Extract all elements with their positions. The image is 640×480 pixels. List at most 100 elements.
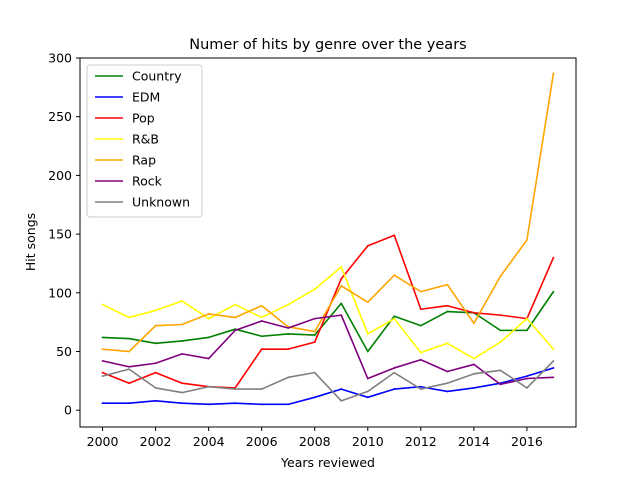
data-point-pop-2013 — [446, 304, 449, 307]
series-randb — [101, 266, 555, 360]
data-point-unknown-2004 — [207, 385, 210, 388]
x-tick-label-2002: 2002 — [140, 434, 172, 449]
data-point-rock-2007 — [287, 327, 290, 329]
series-line-randb — [102, 266, 555, 360]
data-point-randb-2004 — [207, 317, 210, 320]
data-point-unknown-2007 — [287, 376, 290, 379]
chart-title: Numer of hits by genre over the years — [189, 37, 466, 53]
data-point-rap-2017 — [552, 72, 555, 75]
y-tick-label-0: 0 — [64, 403, 72, 418]
data-point-unknown-2012 — [419, 388, 422, 390]
x-tick-label-2010: 2010 — [352, 434, 384, 449]
data-point-country-2012 — [419, 324, 422, 327]
data-point-rap-2016 — [526, 239, 528, 241]
data-point-pop-2002 — [154, 371, 157, 374]
data-point-rap-2010 — [366, 301, 369, 304]
data-point-country-2003 — [181, 340, 184, 342]
series-layer — [101, 72, 555, 406]
data-point-pop-2006 — [260, 348, 263, 351]
data-point-pop-2011 — [393, 234, 396, 237]
y-tick-label-50: 50 — [56, 344, 72, 359]
data-point-unknown-2014 — [472, 372, 475, 375]
data-point-rock-2010 — [366, 377, 369, 380]
data-point-edm-2009 — [340, 388, 343, 390]
data-point-rock-2014 — [472, 363, 475, 366]
data-point-country-2007 — [287, 333, 290, 335]
data-point-randb-2002 — [154, 309, 157, 312]
series-rock — [101, 314, 555, 386]
data-point-unknown-2008 — [313, 371, 316, 374]
y-tick-label-300: 300 — [48, 51, 72, 66]
data-point-edm-2014 — [472, 387, 475, 389]
data-point-rap-2014 — [472, 322, 475, 325]
data-point-rock-2017 — [552, 376, 555, 379]
data-point-edm-2004 — [207, 403, 210, 406]
data-point-pop-2001 — [128, 382, 130, 385]
data-point-unknown-2016 — [526, 387, 528, 389]
data-point-edm-2016 — [526, 375, 528, 378]
data-point-country-2009 — [340, 302, 343, 305]
data-point-rock-2008 — [313, 317, 316, 320]
legend-items: Country EDM Pop R&B Rap Rock Unknown — [95, 69, 190, 210]
x-tick-label-2000: 2000 — [87, 434, 119, 449]
data-point-country-2006 — [260, 335, 263, 338]
data-point-pop-2014 — [472, 311, 475, 314]
data-point-pop-2012 — [419, 308, 422, 311]
data-point-unknown-2009 — [340, 399, 343, 402]
y-axis-ticks: 0 50 100 150 200 250 300 — [48, 51, 80, 418]
plot-area-frame — [79, 57, 577, 428]
data-point-edm-2001 — [128, 402, 130, 405]
data-point-pop-2017 — [552, 256, 555, 259]
legend-label-unknown: Unknown — [132, 195, 190, 210]
data-point-randb-2003 — [181, 300, 184, 302]
data-point-pop-2015 — [499, 314, 502, 317]
x-tick-label-2012: 2012 — [405, 434, 437, 449]
x-tick-label-2016: 2016 — [511, 434, 543, 449]
data-point-edm-2010 — [366, 396, 369, 399]
legend: Country EDM Pop R&B Rap Rock Unknown — [86, 64, 203, 218]
data-point-country-2008 — [313, 334, 316, 336]
data-point-edm-2002 — [154, 399, 157, 402]
data-point-unknown-2002 — [154, 387, 157, 389]
y-tick-label-200: 200 — [48, 168, 72, 183]
data-point-unknown-2017 — [552, 360, 555, 362]
y-tick-label-150: 150 — [48, 227, 72, 242]
data-point-edm-2000 — [101, 402, 104, 405]
series-line-rap — [102, 73, 555, 353]
data-point-pop-2008 — [313, 341, 316, 344]
data-point-rap-2002 — [154, 324, 157, 327]
legend-box — [86, 64, 203, 218]
data-point-rock-2006 — [260, 320, 263, 322]
legend-label-rap: Rap — [132, 153, 156, 168]
data-point-randb-2016 — [526, 317, 528, 320]
data-point-country-2004 — [207, 336, 210, 339]
data-point-country-2013 — [446, 310, 449, 313]
x-tick-label-2008: 2008 — [299, 434, 331, 449]
data-point-country-2001 — [128, 337, 130, 340]
series-line-pop — [102, 234, 555, 389]
data-point-randb-2014 — [472, 357, 475, 360]
data-point-unknown-2005 — [234, 388, 237, 390]
y-tick-label-250: 250 — [48, 109, 72, 124]
data-point-rap-2003 — [181, 323, 184, 326]
series-edm — [101, 367, 555, 406]
data-point-randb-2005 — [234, 303, 237, 306]
data-point-rock-2005 — [234, 329, 237, 332]
data-point-rock-2013 — [446, 370, 449, 373]
data-point-rap-2015 — [499, 275, 502, 278]
series-line-edm — [102, 367, 554, 406]
data-point-rap-2006 — [260, 304, 263, 307]
data-point-randb-2009 — [340, 266, 343, 268]
data-point-country-2010 — [366, 350, 369, 353]
data-point-unknown-2001 — [128, 368, 130, 371]
data-point-randb-2013 — [446, 342, 449, 345]
data-point-country-2015 — [499, 329, 502, 332]
data-point-unknown-2013 — [446, 382, 449, 385]
data-point-rock-2015 — [499, 383, 502, 386]
data-point-randb-2011 — [393, 317, 396, 320]
data-point-country-2000 — [101, 336, 104, 339]
data-point-edm-2013 — [446, 390, 449, 393]
data-point-rock-2004 — [207, 357, 210, 360]
data-point-country-2002 — [154, 342, 157, 345]
